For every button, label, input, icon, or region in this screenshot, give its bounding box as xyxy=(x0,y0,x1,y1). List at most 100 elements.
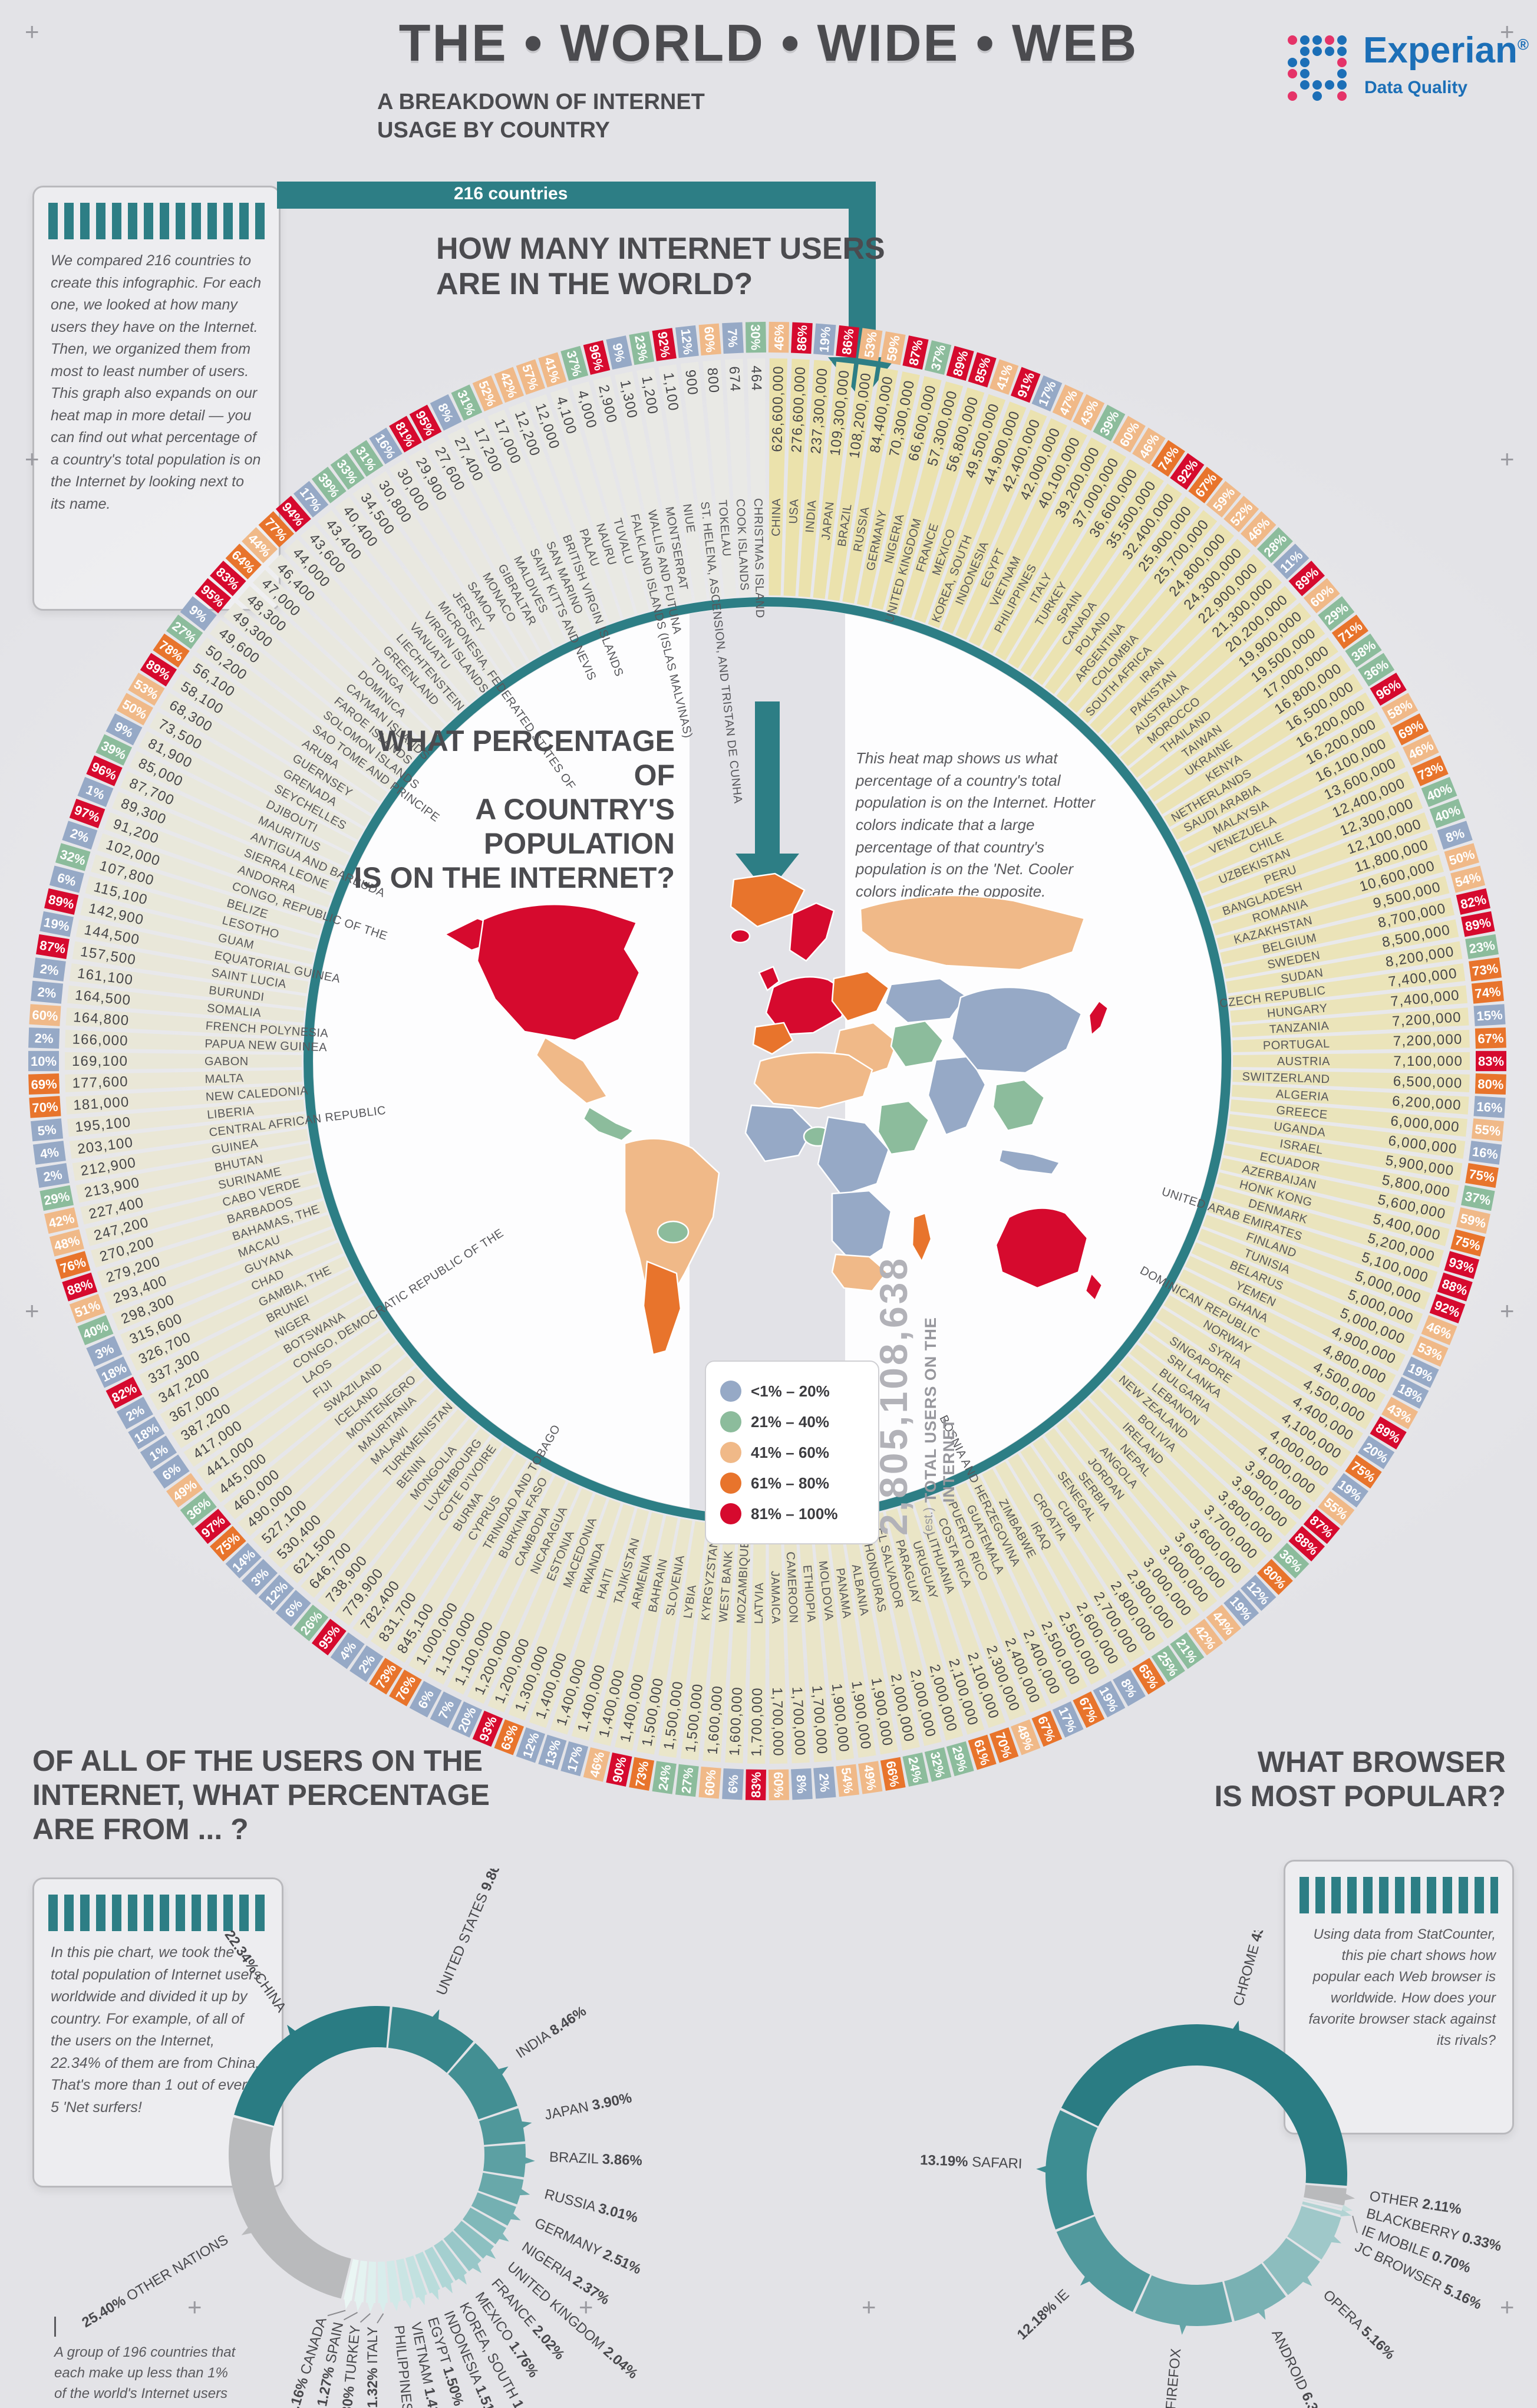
pct-badge xyxy=(77,777,114,808)
ring-spoke xyxy=(183,1320,387,1467)
pct-badge xyxy=(194,1508,232,1544)
ring-spoke xyxy=(335,496,490,694)
ring-spoke xyxy=(80,897,315,964)
map-bolivia xyxy=(657,1220,690,1244)
map-new-zealand xyxy=(1084,1271,1103,1302)
ring-spoke xyxy=(371,1445,514,1651)
pct-badge xyxy=(1473,1004,1506,1026)
pct-badge xyxy=(451,384,483,421)
intro-box-text: We compared 216 countries to create this… xyxy=(51,252,262,512)
logo-dot xyxy=(1288,69,1297,78)
pie-slice-notch xyxy=(485,2249,496,2259)
pie-label-leader xyxy=(377,2313,384,2324)
pct-badge-label: 15% xyxy=(1476,1007,1503,1024)
pie-slice xyxy=(1224,2263,1286,2321)
plus-mark: + xyxy=(187,2293,202,2321)
ring-spoke xyxy=(1208,1200,1438,1289)
ring-spoke xyxy=(1020,1445,1164,1651)
other-nations-note: A group of 196 countries that each make … xyxy=(54,2317,243,2404)
pct-badge xyxy=(77,1315,114,1345)
pct-badge-label: 86% xyxy=(839,328,857,355)
pie-label: 1.32% ITALY xyxy=(365,2327,381,2408)
pie-slice-notch xyxy=(344,2298,352,2310)
country-name: MOZAMBIQUE xyxy=(735,1540,752,1624)
pct-badge xyxy=(472,1711,503,1747)
pie-label: BRAZIL 3.86% xyxy=(549,2149,643,2169)
pie-slice-notch xyxy=(519,2188,530,2196)
country-name: BURUNDI xyxy=(208,984,265,1004)
legend-color-dot xyxy=(720,1442,741,1463)
ring-spoke xyxy=(768,1526,788,1764)
users-pie-chart: 22.34% CHINA UNITED STATES 9.86%INDIA 8.4… xyxy=(79,1869,644,2408)
ring-spoke xyxy=(85,875,318,950)
country-name: COOK ISLANDS xyxy=(734,499,751,591)
country-users: 464 xyxy=(748,365,764,391)
pct-badge-label: 83% xyxy=(748,1772,764,1798)
pct-badge xyxy=(1303,1508,1340,1544)
ring-spoke xyxy=(813,1523,855,1761)
pct-badge xyxy=(225,543,262,579)
question-heading-line2: ARE IN THE WORLD? xyxy=(436,267,753,302)
country-users: 166,000 xyxy=(72,1032,128,1049)
ring-spoke xyxy=(1232,1070,1470,1092)
map-western-europe xyxy=(765,976,851,1036)
countries-banner-label: 216 countries xyxy=(454,184,568,203)
pct-badge xyxy=(1288,561,1325,597)
legend-label: 61% – 80% xyxy=(751,1474,829,1492)
ring-spoke xyxy=(284,539,456,723)
ring-spoke xyxy=(1147,655,1351,802)
country-users: 1,100 xyxy=(660,371,681,412)
countries-banner: 216 countries xyxy=(277,182,876,209)
pct-badge xyxy=(1093,1681,1126,1718)
country-name: USA xyxy=(787,498,801,524)
pie-slice-notch xyxy=(1080,2275,1091,2286)
pie-slice xyxy=(443,2231,481,2272)
ring-spoke xyxy=(1185,1256,1406,1371)
pct-badge xyxy=(86,755,123,786)
pie-slice-notch xyxy=(367,2301,375,2313)
pie-slice xyxy=(396,2258,414,2301)
logo-dot xyxy=(1300,35,1310,45)
pct-badge xyxy=(1471,1118,1504,1142)
ring-spoke xyxy=(75,919,312,979)
pct-badge xyxy=(1381,693,1419,726)
pct-badge xyxy=(1461,911,1495,937)
pct-badge-label: 10% xyxy=(31,1054,57,1069)
ring-spoke xyxy=(238,1367,424,1537)
map-north-africa xyxy=(753,1052,873,1109)
pct-badge xyxy=(1170,453,1205,490)
users-pie-heading-line2: INTERNET, WHAT PERCENTAGE xyxy=(32,1778,490,1811)
ring-spoke xyxy=(111,1228,338,1331)
pct-badge-label: 88% xyxy=(1440,1276,1470,1298)
country-name: LIBERIA xyxy=(206,1104,255,1122)
ring-spoke xyxy=(1120,1356,1311,1520)
ring-spoke xyxy=(899,387,985,618)
ring-spoke xyxy=(408,1461,540,1674)
map-uk xyxy=(758,966,780,991)
ring-spoke xyxy=(97,1200,327,1289)
pct-badge xyxy=(606,1753,632,1787)
pct-badge xyxy=(349,440,384,477)
pct-badge xyxy=(28,1027,60,1049)
pct-badge xyxy=(1469,957,1502,981)
pct-badge xyxy=(242,527,278,564)
country-users: 203,100 xyxy=(77,1134,134,1157)
pct-badge xyxy=(1469,1141,1502,1165)
pie-slice-notch xyxy=(471,2262,482,2274)
country-name: CHRISTMAS ISLAND xyxy=(751,498,766,618)
plus-mark: + xyxy=(1500,2293,1515,2321)
ring-spoke xyxy=(72,941,309,994)
pie-slice xyxy=(354,2260,368,2302)
pct-badge xyxy=(275,496,311,532)
legend-color-dot xyxy=(720,1503,741,1524)
pie-slice xyxy=(1262,2238,1320,2295)
pct-badge-label: 83% xyxy=(1478,1054,1504,1069)
ring-spoke xyxy=(149,711,364,840)
plus-mark: + xyxy=(1500,445,1515,473)
ring-spoke xyxy=(1220,897,1455,964)
pct-badge xyxy=(1240,1574,1277,1611)
pie-slice-notch xyxy=(457,2274,467,2285)
map-south-africa xyxy=(831,1253,888,1292)
ring-spoke xyxy=(1033,483,1182,686)
ring-spoke xyxy=(1129,620,1325,778)
